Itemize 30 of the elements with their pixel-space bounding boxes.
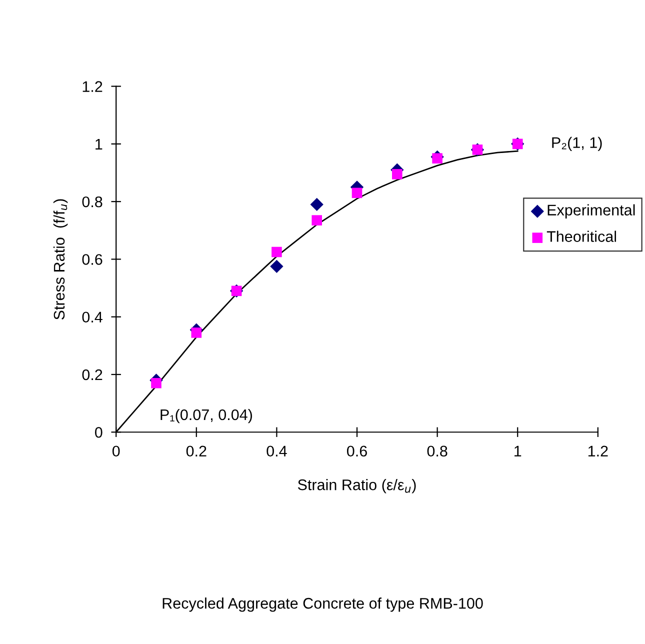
x-tick-label: 1.2 [588,446,608,456]
y-tick-label: 0.8 [82,196,102,208]
annotation: P₁(0.07, 0.04) [160,408,252,424]
x-tick-label: 0.8 [427,446,448,457]
y-tick-label: 1 [96,138,102,150]
x-tick-label: 0 [112,446,120,457]
y-tick-label: 0 [95,426,102,438]
x-axis-title: Strain Ratio (ε/ε$_{u}$) [298,479,416,494]
point [392,169,402,180]
point [352,188,362,198]
y-tick-label: 0.6 [82,254,102,265]
point [310,198,324,212]
legend-label: Theoritical [546,230,616,242]
point [432,153,442,164]
point [191,328,202,338]
x-tick-label: 0.6 [346,446,367,457]
x-tick-label: 0.4 [266,446,287,457]
text: Recycled Aggregate Concrete of type RMB-100 [162,598,483,612]
y-tick-label: 0.4 [82,312,102,323]
legend-label: Experimental [548,204,635,219]
y-tick-label: 0.2 [82,369,102,380]
point [312,215,322,226]
x-tick-label: 0.2 [186,446,206,457]
point [272,246,282,258]
y-axis-title: Stress Ratio (f/f$_{u}$) [53,199,68,320]
annotation: P₂(1, 1) [552,136,602,152]
point [270,260,284,274]
y-tick-label: 1.2 [82,81,102,92]
x-tick-label: 1 [514,446,522,456]
point [151,378,162,388]
